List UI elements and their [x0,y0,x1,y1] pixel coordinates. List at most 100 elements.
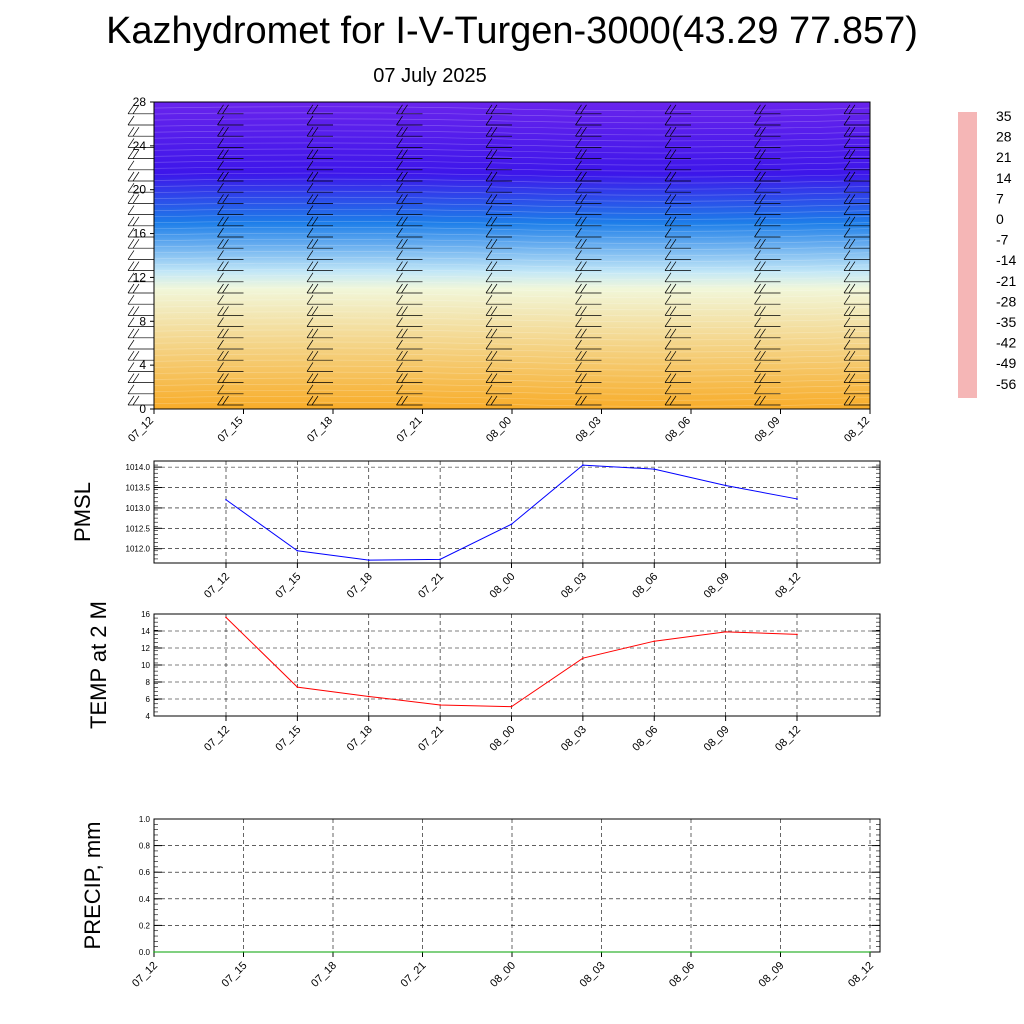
wind-barb-flag [127,283,135,294]
wind-barb-flag [311,149,319,159]
contour-line [153,227,871,232]
wind-barb-flag [759,216,766,226]
wind-barb-flag [132,149,140,159]
precip-panel: 0.0 0.2 0.4 0.6 0.8 1.0 07_12 07_15 07_18 07_21 08… [80,815,881,990]
wind-barb-flag [664,115,672,126]
contour-line [153,269,871,274]
wind-barb-flag [754,127,761,137]
precip-x-tick-label: 08_06 [667,960,697,990]
wind-barb-flag [754,205,761,215]
wind-barb-flag [664,328,672,338]
wind-barb-flag [754,216,761,226]
contour-line [153,335,871,341]
x-tick-label: 08_12 [842,415,872,445]
wind-barb-flag [132,127,140,137]
wind-barb-flag [127,227,135,238]
wind-barb-flag [664,216,672,226]
wind-barb-flag [217,160,224,170]
wind-barb-flag [580,351,587,361]
wind-barb-flag [848,261,856,271]
wind-barb-flag [664,171,672,182]
wind-barb-flag [306,261,314,271]
wind-barb-flag [575,351,582,361]
wind-barb-flag [754,395,761,406]
temperature-band [154,222,870,273]
wind-barb-flag [306,227,314,238]
wind-barb-flag [759,104,766,114]
wind-barb-flag [217,194,224,204]
wind-barb-flag [580,306,587,316]
wind-barb-flag [396,127,403,137]
contour-line [153,257,871,262]
wind-barb-flag [217,395,224,406]
temp-y-tick-label: 8 [146,678,151,687]
temp-x-tick-label: 08_12 [773,724,803,754]
wind-barb-flag [396,272,403,282]
wind-barb-flag [664,250,672,260]
contour-line [153,377,871,383]
temp-point [296,686,299,688]
temp-point [582,657,584,659]
pmsl-frame [153,460,881,564]
wind-barb-flag [396,194,403,204]
wind-barb-flag [396,395,403,406]
wind-barb-flag [754,317,761,327]
pmsl-point [724,484,727,487]
colorbar-label: 35 [996,108,1012,124]
pmsl-point [367,559,370,561]
wind-barb-flag [754,250,761,260]
wind-barb-flag [669,395,677,406]
wind-barb-flag [754,138,761,148]
precip-y-tick-label: 0.6 [139,868,151,877]
wind-barb-flag [485,362,493,372]
colorbar-label: -56 [996,376,1016,392]
wind-barb-flag [306,250,314,260]
wind-barb-flag [311,171,319,182]
wind-barb-flag [485,395,493,406]
precip-point [511,951,513,953]
wind-barb-flag [401,351,408,361]
wind-barb-flag [485,339,493,350]
temp-y-tick-label: 16 [141,610,150,619]
wind-barb-column [217,104,244,406]
wind-barb-flag [485,205,493,215]
y-tick-label: 28 [133,95,147,109]
contour-line [153,166,871,172]
wind-barb-flag [575,205,582,215]
wind-barb-flag [843,227,851,238]
contour-line [153,221,871,226]
wind-barb-flag [306,351,314,361]
wind-barb-flag [485,351,493,361]
wind-barb-flag [664,351,672,361]
wind-barb-flag [217,171,224,182]
wind-barb-flag [306,127,314,137]
contour-line [153,281,871,286]
wind-barb-flag [575,250,582,260]
pmsl-x-tick-label: 07_18 [345,571,375,601]
wind-barb-flag [580,261,587,271]
temperature-band [154,271,870,289]
wind-barb-flag [127,362,135,372]
wind-barb-flag [306,395,314,406]
wind-barb-flag [664,373,672,383]
wind-barb-flag [222,261,229,271]
contour-line [153,389,871,395]
wind-barb-flag [401,373,408,383]
wind-barb-flag [306,373,314,383]
wind-barb-flag [306,115,314,126]
colorbar-label: -28 [996,293,1016,309]
wind-barb-flag [401,127,408,137]
y-tick-label: 24 [133,139,147,153]
wind-barb-flag [848,395,856,406]
wind-barb-flag [843,250,851,260]
colorbar-label: -7 [996,232,1009,248]
colorbar-label: -14 [996,252,1016,268]
wind-barb-flag [132,373,140,383]
wind-barb-flag [396,351,403,361]
temp-x-tick-label: 07_12 [202,724,232,754]
wind-barb-flag [217,272,224,282]
wind-barb-flag [217,306,224,316]
wind-barb-flag [396,171,403,182]
y-tick-label: 0 [139,402,146,416]
